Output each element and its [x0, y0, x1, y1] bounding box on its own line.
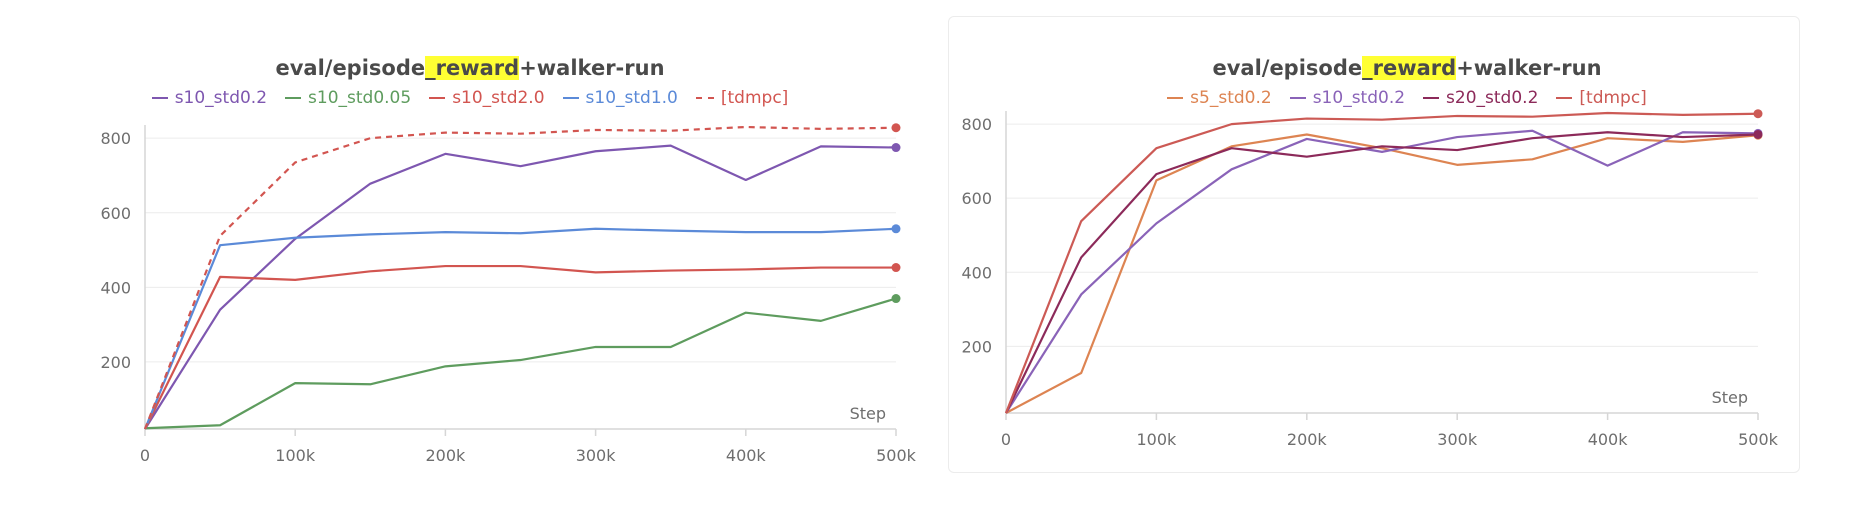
title-highlight: _reward [425, 56, 520, 80]
plot-area: 200 400 600 800 0 100k 200k 300k 400k 500k Step [961, 109, 1779, 449]
legend-label: s10_std0.05 [308, 88, 412, 108]
x-tick-label: 300k [1437, 430, 1478, 449]
series-line-s10-std1-0 [143, 227, 897, 430]
chart-title: eval/episode_reward+walker-run [275, 56, 665, 80]
series-end-point [891, 224, 901, 234]
legend-swatch [285, 97, 302, 99]
series-line-s20-std0-2 [1005, 131, 1759, 414]
series-end-point [891, 143, 901, 153]
x-tick-label: 400k [726, 446, 767, 465]
legend-item[interactable]: [tdmpc] [695, 88, 789, 108]
x-axis-label: Step [850, 404, 886, 423]
legend-item[interactable]: s5_std0.2 [1167, 88, 1272, 108]
y-tick-label: 200 [100, 353, 131, 372]
x-tick-label: 100k [1136, 430, 1177, 449]
series-end-point [1753, 109, 1763, 119]
legend-label: [tdmpc] [720, 88, 789, 108]
legend-item[interactable]: [tdmpc] [1556, 88, 1647, 108]
series-end-point [891, 263, 901, 273]
series-line-s10-std0-2 [144, 144, 897, 430]
legend-item[interactable]: s20_std0.2 [1423, 88, 1538, 108]
series-end-point [891, 123, 901, 133]
series-line-tdmpc [1004, 111, 1759, 414]
chart-title: eval/episode_reward+walker-run [1212, 56, 1602, 80]
legend-item[interactable]: s10_std0.2 [1289, 88, 1406, 108]
y-tick-label: 800 [100, 129, 131, 148]
y-tick-label: 200 [961, 337, 992, 356]
x-tick-label: 200k [425, 446, 466, 465]
legend-label: s10_std2.0 [452, 88, 545, 108]
legend-item[interactable]: s10_std1.0 [562, 88, 678, 108]
legend: s10_std0.2 s10_std0.05 s10_std2.0 s10_std1.… [0, 88, 940, 108]
legend-swatch [429, 97, 446, 99]
x-tick-label: 400k [1588, 430, 1629, 449]
x-tick-label: 500k [876, 446, 917, 465]
legend-swatch [695, 97, 714, 99]
legend-item[interactable]: s10_std2.0 [429, 88, 545, 108]
legend-swatch [1556, 97, 1573, 99]
legend: s5_std0.2 s10_std0.2 s20_std0.2 [tdmpc] [948, 88, 1866, 108]
y-tick-label: 400 [100, 278, 131, 297]
legend-item[interactable]: s10_std0.05 [285, 88, 411, 108]
y-tick-label: 800 [961, 115, 992, 134]
legend-swatch [151, 97, 168, 99]
series-end-point [1753, 129, 1763, 139]
series-line-s5-std0-2 [1005, 133, 1759, 414]
legend-swatch [1423, 97, 1440, 99]
legend-swatch [562, 97, 579, 99]
x-axis-label: Step [1712, 388, 1748, 407]
series-line-s10-std0-2 [1005, 129, 1759, 414]
x-tick-label: 100k [275, 446, 316, 465]
y-tick-label: 600 [100, 204, 131, 223]
plot-area: 200 400 600 800 0 100k 200k 300k 400k 500k Step [100, 123, 917, 465]
x-tick-label: 0 [140, 446, 150, 465]
series-line-s10-std0-05 [144, 297, 897, 430]
x-tick-label: 0 [1001, 430, 1011, 449]
series-line-s10-std2-0 [144, 264, 896, 430]
right-chart-card [948, 16, 1800, 473]
x-tick-label: 200k [1287, 430, 1328, 449]
legend-label: s10_std1.0 [585, 88, 678, 108]
legend-label: s5_std0.2 [1190, 88, 1272, 108]
x-tick-label: 300k [576, 446, 617, 465]
y-tick-label: 400 [961, 263, 992, 282]
series-end-point [891, 294, 901, 304]
chart-panel-left: eval/episode_reward+walker-run s10_std0.… [0, 56, 940, 465]
title-highlight: _reward [1362, 56, 1457, 80]
legend-item[interactable]: s10_std0.2 [151, 88, 268, 108]
y-tick-label: 600 [961, 189, 992, 208]
legend-label: s20_std0.2 [1446, 88, 1539, 108]
x-tick-label: 500k [1738, 430, 1779, 449]
legend-label: s10_std0.2 [1312, 88, 1406, 108]
chart-panel-right: eval/episode_reward+walker-run s5_std0.2… [948, 0, 1866, 520]
legend-swatch [1289, 97, 1306, 99]
series-line-tdmpc [143, 125, 897, 430]
legend-label: s10_std0.2 [174, 88, 268, 108]
legend-swatch [1167, 97, 1184, 99]
legend-label: [tdmpc] [1579, 88, 1647, 108]
